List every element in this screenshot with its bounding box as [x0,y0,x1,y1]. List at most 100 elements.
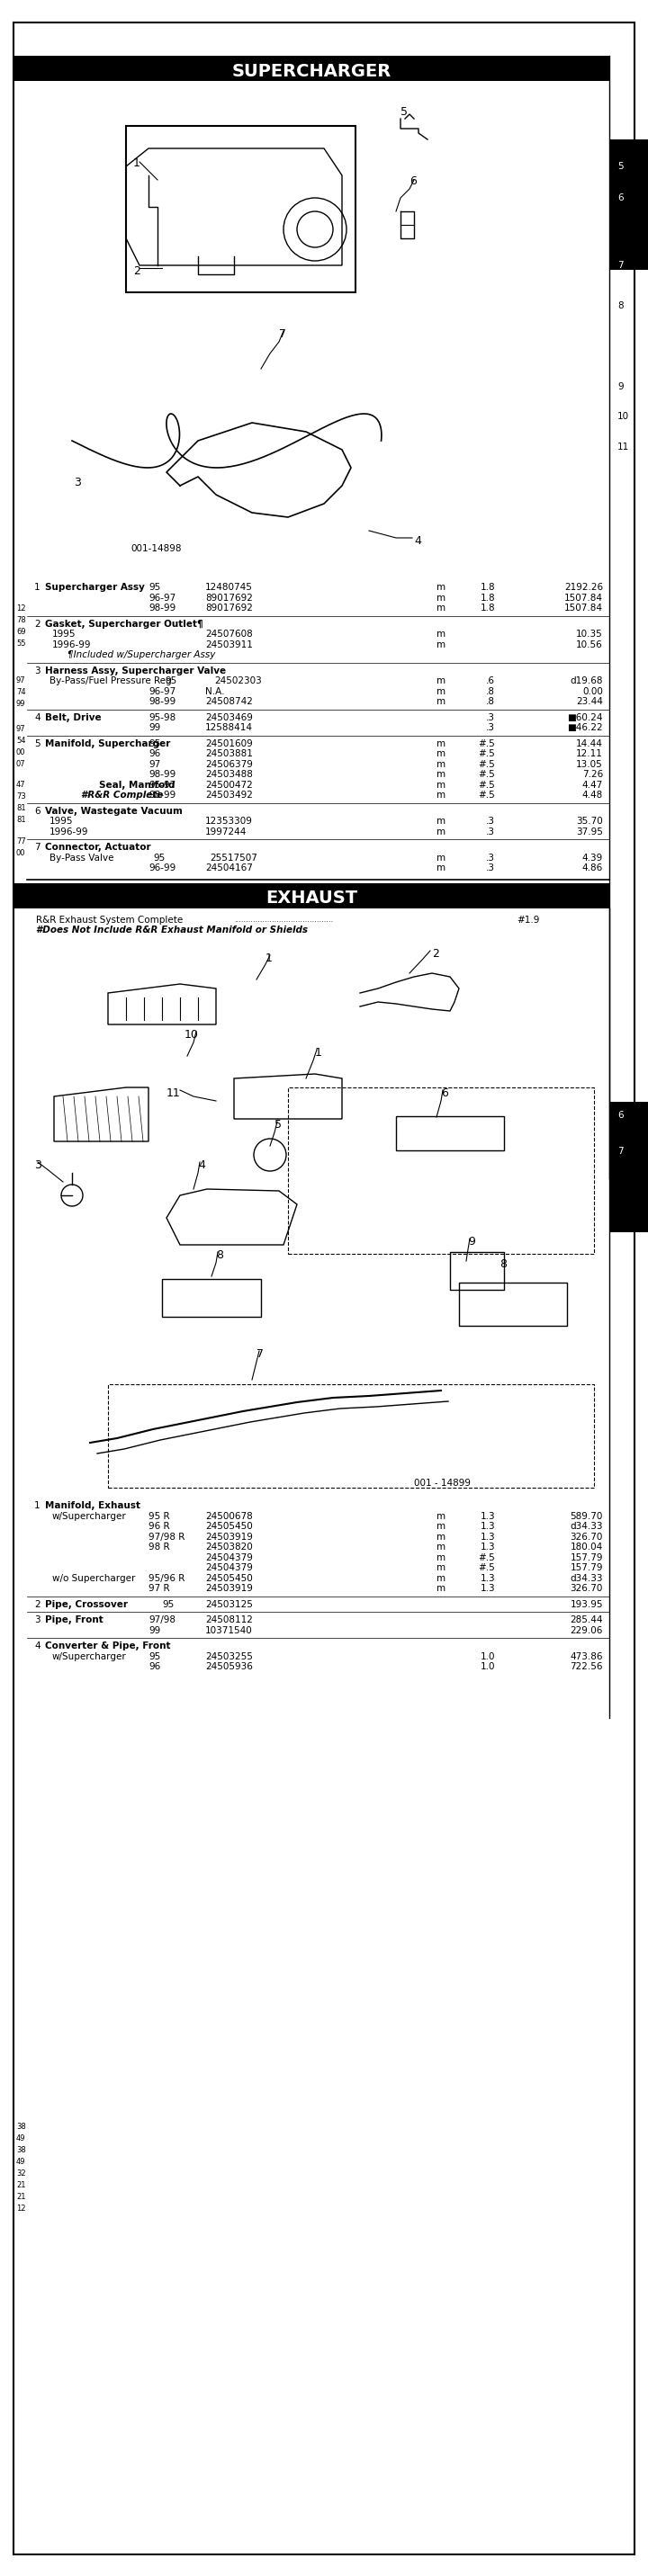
Text: 5: 5 [34,739,40,747]
Text: #1.9: #1.9 [517,914,540,925]
Text: m: m [437,688,446,696]
Text: 95: 95 [148,582,161,592]
Text: 24505450: 24505450 [205,1574,253,1582]
Text: 1.8: 1.8 [480,603,495,613]
Text: 13.05: 13.05 [576,760,603,768]
Text: 37.95: 37.95 [576,827,603,837]
Text: 99: 99 [16,701,26,708]
Bar [288,1087,594,1255]
Text: #Does Not Include R&R Exhaust Manifold or Shields: #Does Not Include R&R Exhaust Manifold o… [36,925,308,935]
Text: 96: 96 [148,750,161,757]
Text: 8: 8 [618,301,623,309]
Text: ■60.24: ■60.24 [568,714,603,721]
Text: 97/98: 97/98 [148,1615,176,1625]
Text: 1: 1 [315,1046,322,1059]
Text: 73: 73 [16,793,26,801]
Text: 77: 77 [16,837,26,845]
Text: 24506379: 24506379 [205,760,253,768]
Text: 21: 21 [16,2192,26,2200]
Text: 1: 1 [34,582,40,592]
Text: m: m [437,1553,446,1561]
Text: 3: 3 [34,1615,40,1625]
Text: 1: 1 [34,1502,40,1510]
Text: .3: .3 [486,817,495,827]
Text: 8: 8 [500,1257,507,1270]
Text: 24507608: 24507608 [205,629,253,639]
Text: 180.04: 180.04 [570,1543,603,1551]
Text: 4: 4 [198,1159,205,1172]
Text: 95-98: 95-98 [148,714,176,721]
Text: 81: 81 [16,817,26,824]
Text: 1: 1 [266,953,273,963]
Text: m: m [437,1564,446,1571]
Text: 98-99: 98-99 [148,770,176,778]
Text: 95-97: 95-97 [148,781,176,788]
Text: Manifold, Exhaust: Manifold, Exhaust [45,1502,141,1510]
Text: 7: 7 [618,260,623,270]
Text: 6: 6 [618,193,623,204]
Bar [162,1280,261,1316]
Text: .3: .3 [486,863,495,873]
Text: Converter & Pipe, Front: Converter & Pipe, Front [45,1641,170,1651]
Text: m: m [437,1584,446,1592]
Bar [459,1283,567,1327]
Text: m: m [437,677,446,685]
Text: m: m [437,1574,446,1582]
Text: 96 R: 96 R [148,1522,170,1530]
Text: Connector, Actuator: Connector, Actuator [45,842,151,853]
Text: 1.3: 1.3 [480,1533,495,1540]
Text: 00: 00 [16,750,26,757]
Text: 12: 12 [16,605,26,613]
Text: By-Pass/Fuel Pressure Reg: By-Pass/Fuel Pressure Reg [49,677,172,685]
Text: w/Supercharger: w/Supercharger [52,1512,126,1520]
Bar [609,1103,648,1231]
Text: 1996-99: 1996-99 [49,827,89,837]
Text: 326.70: 326.70 [570,1584,603,1592]
Text: 1995: 1995 [49,817,73,827]
Text: 97: 97 [16,677,26,685]
Text: 9: 9 [618,381,623,392]
Text: 95: 95 [153,853,165,863]
Text: m: m [437,770,446,778]
Text: #R&R Complete: #R&R Complete [81,791,163,799]
Text: 24504167: 24504167 [205,863,253,873]
Text: 10.56: 10.56 [576,639,603,649]
Text: 95: 95 [148,739,161,747]
Text: 722.56: 722.56 [570,1662,603,1672]
Text: 89017692: 89017692 [205,592,253,603]
Text: 35.70: 35.70 [576,817,603,827]
Bar [450,1252,504,1291]
Text: 95: 95 [165,677,177,685]
Text: 24502303: 24502303 [214,677,262,685]
Text: 47: 47 [16,781,26,788]
Text: #.5: #.5 [478,791,495,799]
Text: SUPERCHARGER: SUPERCHARGER [231,62,391,80]
Text: 78: 78 [16,616,26,623]
Text: #.5: #.5 [478,770,495,778]
Text: 285.44: 285.44 [570,1615,603,1625]
Text: 1997244: 1997244 [205,827,247,837]
Text: 24503881: 24503881 [205,750,253,757]
Text: Harness Assy, Supercharger Valve: Harness Assy, Supercharger Valve [45,667,226,675]
Text: 96-99: 96-99 [148,863,176,873]
Text: 3: 3 [34,667,40,675]
Text: 3: 3 [74,477,81,489]
Text: 38: 38 [16,2123,26,2130]
Text: 10371540: 10371540 [205,1625,253,1636]
Text: 4: 4 [414,536,421,546]
Text: 001-14898: 001-14898 [130,544,181,554]
Text: 2: 2 [133,265,140,278]
Text: 99: 99 [148,724,161,732]
Text: m: m [437,739,446,747]
Text: 4.47: 4.47 [582,781,603,788]
Text: 3: 3 [34,1159,41,1172]
Text: .3: .3 [486,714,495,721]
Text: 89017692: 89017692 [205,603,253,613]
Text: 96-97: 96-97 [148,592,176,603]
Text: 98-99: 98-99 [148,791,176,799]
Text: 157.79: 157.79 [570,1553,603,1561]
Text: m: m [437,791,446,799]
Text: EXHAUST: EXHAUST [266,889,357,907]
Text: ..........................................: ........................................… [234,914,333,922]
Text: 7: 7 [618,1146,623,1154]
